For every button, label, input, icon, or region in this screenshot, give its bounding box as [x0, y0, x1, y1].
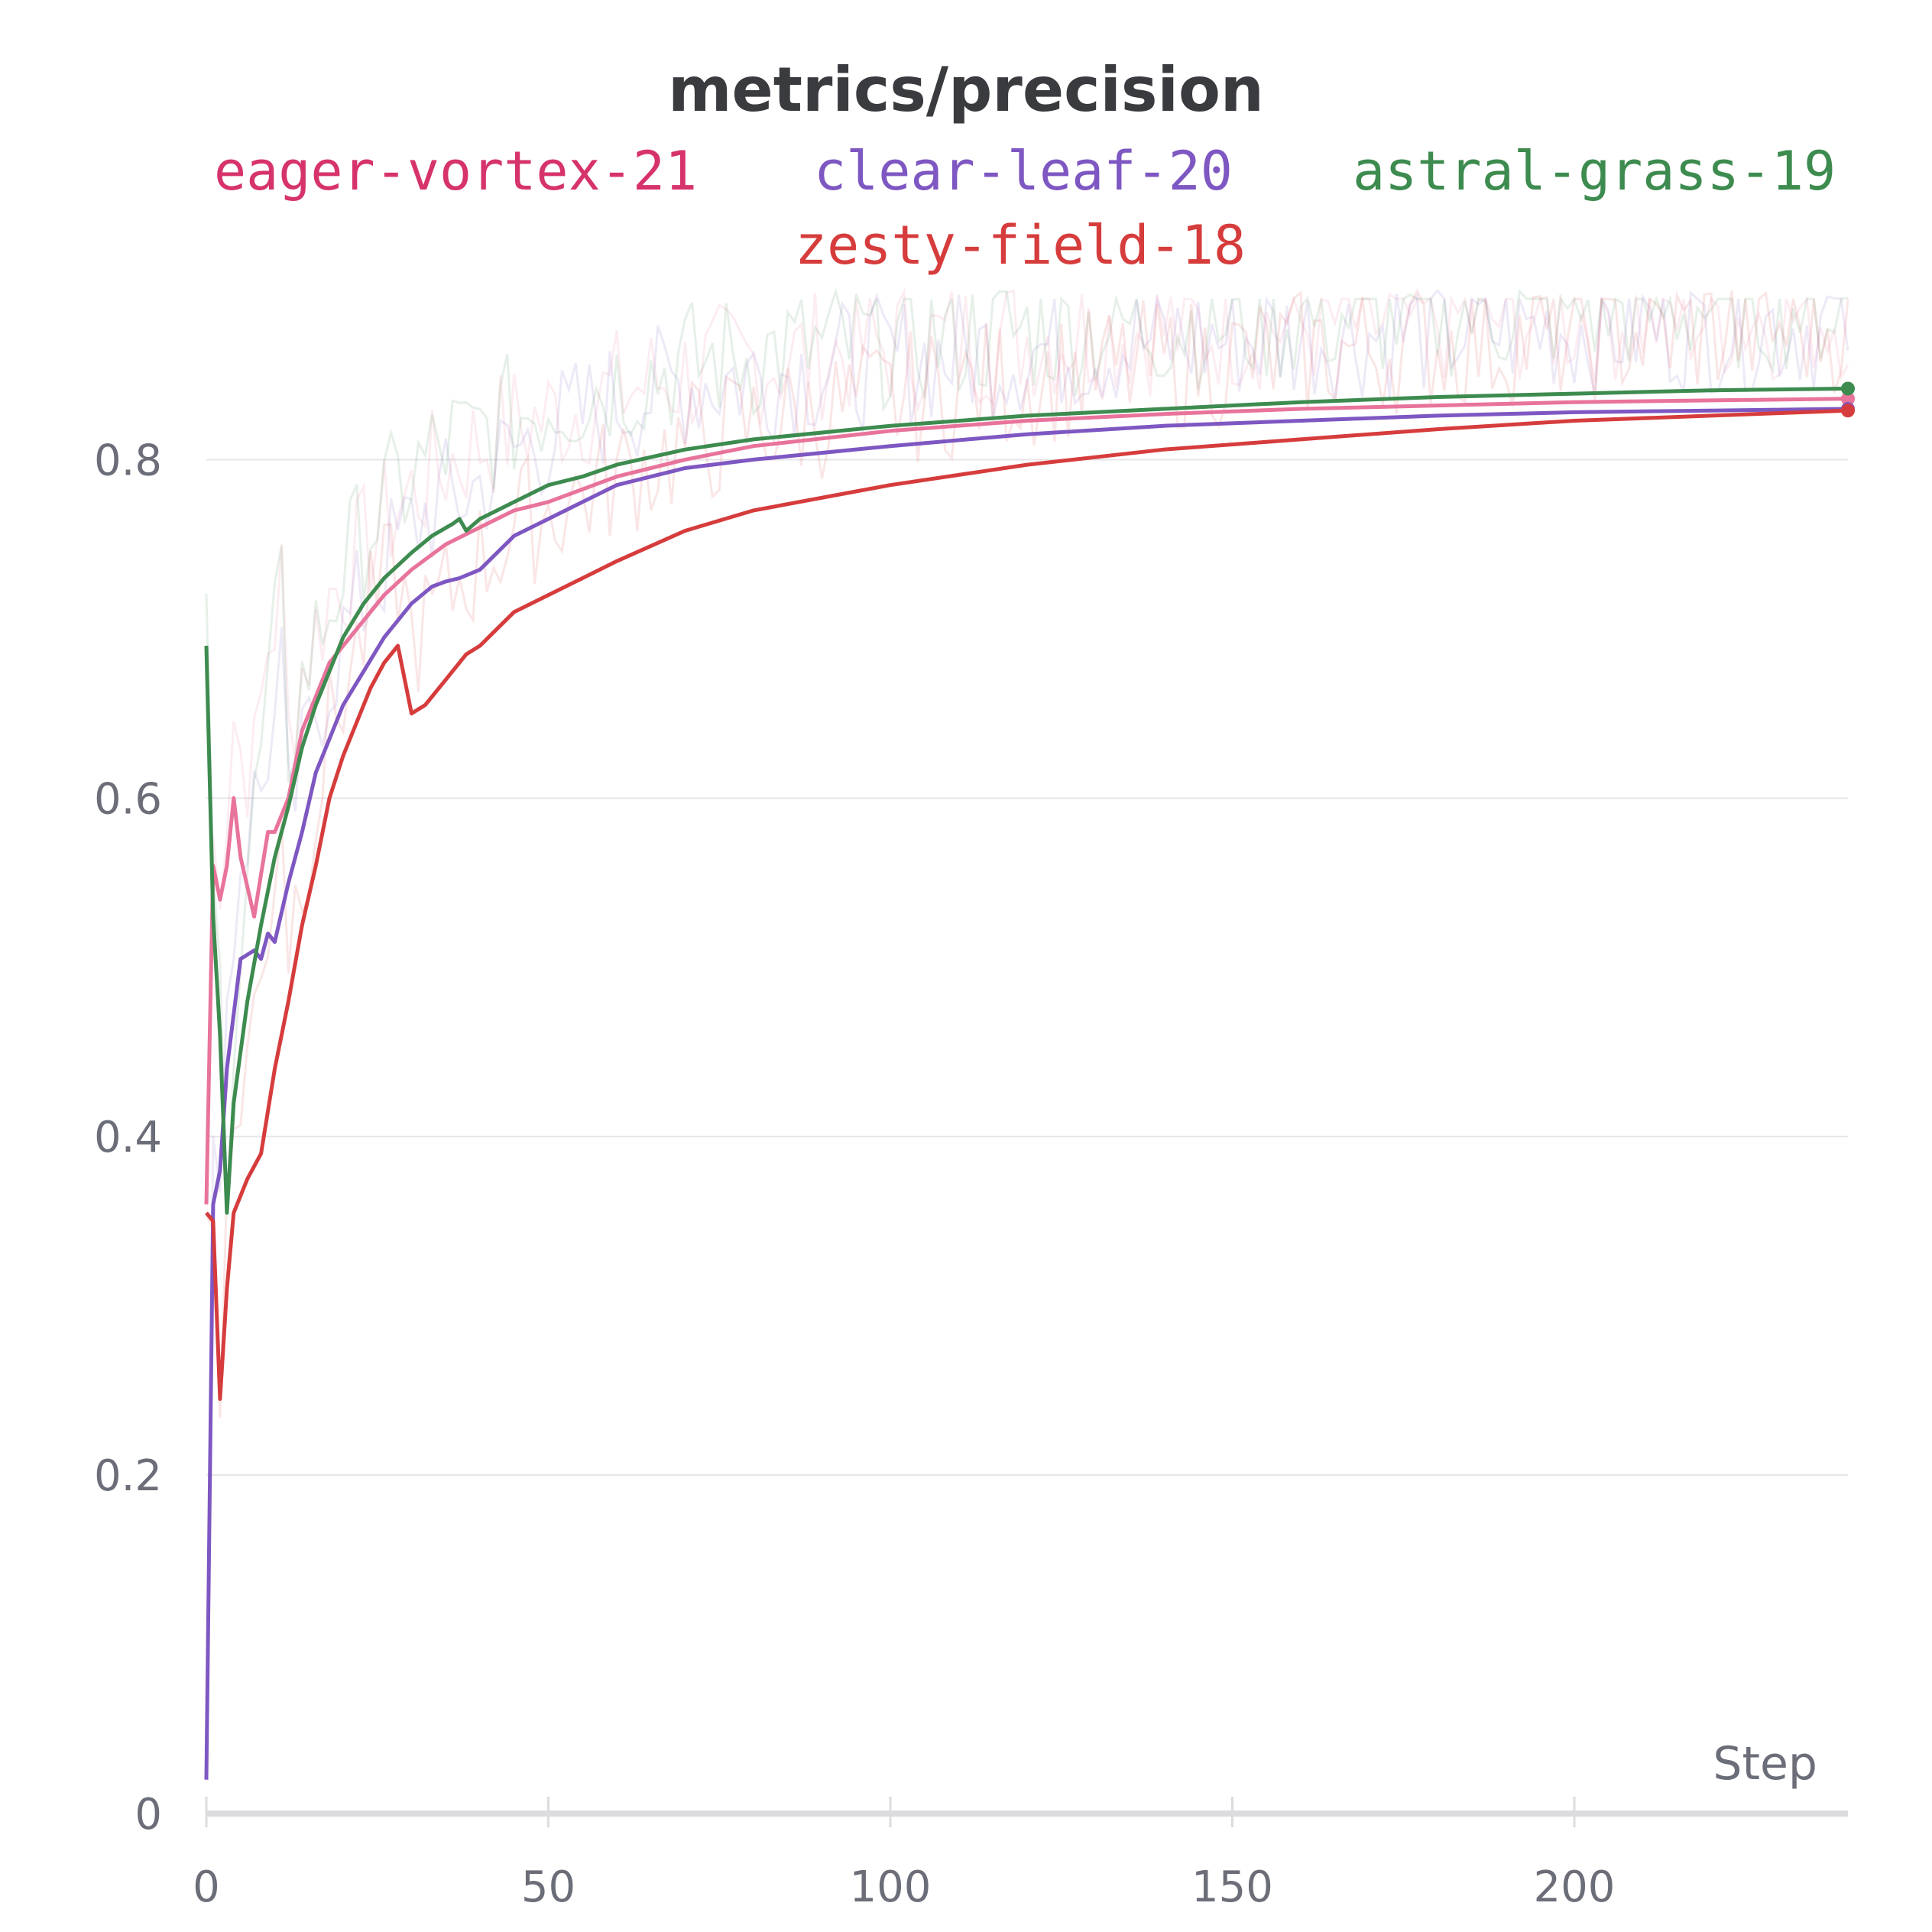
series-layer	[204, 381, 1855, 1780]
x-tick-label: 50	[521, 1862, 575, 1912]
y-tick-label: 0.4	[94, 1113, 162, 1162]
series-line-zesty-field-18	[205, 408, 1849, 1401]
x-tick-label: 150	[1191, 1862, 1273, 1912]
legend-eager-vortex-21[interactable]: eager-vortex-21	[214, 140, 697, 203]
series-end-point-astral-grass-19	[1841, 381, 1855, 396]
y-axis: 0 0.2 0.4 0.6 0.8	[94, 436, 162, 1840]
x-axis: 0 50 100 150 200	[193, 1797, 1848, 1912]
raw-line-zesty-field-18	[205, 288, 1849, 1418]
raw-noise-layer	[205, 287, 1849, 1749]
legend-astral-grass-19[interactable]: astral-grass-19	[1353, 140, 1836, 203]
x-tick-label: 0	[193, 1862, 220, 1912]
y-tick-label: 0.2	[94, 1451, 162, 1501]
legend-clear-leaf-20[interactable]: clear-leaf-20	[814, 140, 1233, 203]
grid	[206, 459, 1848, 1477]
x-axis-label: Step	[1713, 1737, 1817, 1791]
series-end-point-zesty-field-18	[1841, 404, 1855, 418]
x-tick-label: 100	[850, 1862, 932, 1912]
series-line-eager-vortex-21	[204, 397, 1849, 1204]
x-tick-label: 200	[1534, 1862, 1616, 1912]
y-tick-label: 0	[135, 1790, 162, 1840]
y-tick-label: 0.8	[94, 436, 162, 485]
series-line-clear-leaf-20	[204, 407, 1849, 1780]
legend: eager-vortex-21 clear-leaf-20 astral-gra…	[214, 140, 1836, 277]
series-end-point-eager-vortex-21	[1841, 391, 1855, 406]
legend-zesty-field-18[interactable]: zesty-field-18	[795, 214, 1246, 277]
series-line-astral-grass-19	[204, 386, 1849, 1215]
raw-line-clear-leaf-20	[205, 288, 1849, 1749]
y-tick-label: 0.6	[94, 774, 162, 824]
chart-title: metrics/precision	[668, 54, 1264, 125]
raw-line-eager-vortex-21	[205, 287, 1849, 1206]
raw-line-astral-grass-19	[205, 287, 1849, 1215]
